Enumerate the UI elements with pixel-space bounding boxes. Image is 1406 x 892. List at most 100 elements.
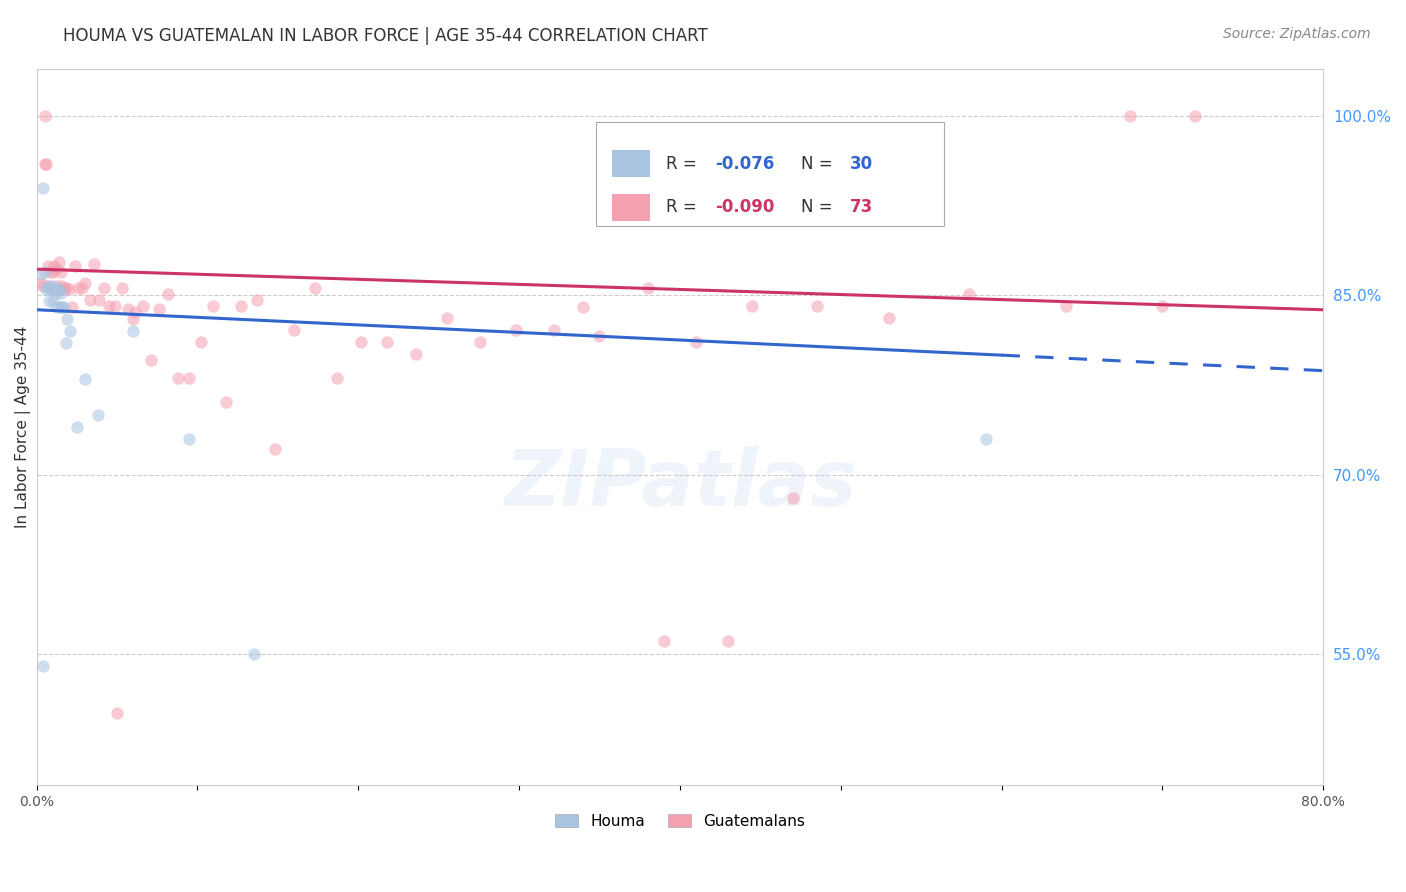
Point bbox=[48, 255, 70, 269]
Point bbox=[283, 323, 305, 337]
Text: R =: R = bbox=[666, 155, 702, 173]
Point bbox=[405, 347, 427, 361]
Point bbox=[304, 281, 326, 295]
Point bbox=[67, 281, 90, 295]
Point bbox=[34, 109, 56, 123]
Point bbox=[41, 278, 63, 293]
Point bbox=[1152, 299, 1174, 313]
Point bbox=[73, 277, 96, 291]
Point bbox=[685, 334, 707, 349]
Point bbox=[63, 259, 86, 273]
Point bbox=[105, 706, 128, 721]
Point bbox=[167, 371, 190, 385]
Point bbox=[38, 294, 60, 309]
Point bbox=[350, 334, 373, 349]
Point bbox=[30, 267, 52, 281]
Point bbox=[79, 293, 101, 308]
Point bbox=[741, 299, 763, 313]
Point bbox=[55, 281, 77, 295]
Point bbox=[30, 277, 52, 291]
Point bbox=[32, 181, 55, 195]
Point bbox=[83, 257, 105, 271]
Point bbox=[806, 299, 828, 313]
Point bbox=[44, 283, 66, 297]
Text: N =: N = bbox=[801, 155, 838, 173]
Bar bbox=[612, 194, 651, 221]
Point bbox=[70, 281, 93, 295]
Point bbox=[122, 312, 145, 326]
Point bbox=[543, 323, 565, 337]
Point bbox=[97, 299, 120, 313]
Point bbox=[41, 283, 63, 297]
Point bbox=[436, 311, 458, 326]
Point bbox=[35, 283, 58, 297]
Point bbox=[46, 301, 69, 315]
Point bbox=[124, 305, 146, 319]
Point bbox=[717, 633, 740, 648]
Point bbox=[39, 264, 62, 278]
Point bbox=[86, 408, 108, 422]
Point bbox=[229, 299, 252, 313]
Point bbox=[44, 259, 66, 273]
Point bbox=[58, 283, 80, 297]
Point bbox=[104, 299, 127, 313]
Point bbox=[782, 491, 804, 506]
Point bbox=[111, 281, 134, 295]
Point bbox=[139, 353, 162, 368]
Point bbox=[957, 287, 980, 301]
Point bbox=[34, 264, 56, 278]
Point bbox=[246, 293, 269, 308]
Y-axis label: In Labor Force | Age 35-44: In Labor Force | Age 35-44 bbox=[15, 326, 31, 528]
Point bbox=[37, 259, 59, 273]
Point bbox=[637, 281, 659, 295]
Point bbox=[1119, 109, 1142, 123]
Point bbox=[56, 312, 79, 326]
Text: ZIPatlas: ZIPatlas bbox=[503, 446, 856, 522]
Point bbox=[39, 283, 62, 297]
Point bbox=[73, 372, 96, 386]
Point bbox=[1054, 299, 1077, 313]
Point bbox=[49, 301, 72, 315]
Point bbox=[1184, 109, 1206, 123]
Point bbox=[877, 311, 900, 326]
Point bbox=[41, 294, 63, 309]
Point bbox=[157, 287, 180, 301]
Point bbox=[46, 278, 69, 293]
Point bbox=[263, 442, 285, 457]
Point bbox=[52, 301, 75, 315]
Text: 30: 30 bbox=[849, 155, 873, 173]
Point bbox=[32, 278, 55, 293]
Point bbox=[179, 371, 201, 385]
Point bbox=[34, 157, 56, 171]
Point bbox=[242, 647, 264, 661]
Point bbox=[470, 334, 492, 349]
Point bbox=[46, 283, 69, 297]
Text: Source: ZipAtlas.com: Source: ZipAtlas.com bbox=[1223, 27, 1371, 41]
Point bbox=[45, 262, 67, 277]
Point bbox=[505, 323, 527, 337]
Point bbox=[326, 371, 349, 385]
Point bbox=[45, 286, 67, 301]
FancyBboxPatch shape bbox=[596, 122, 943, 227]
Point bbox=[49, 264, 72, 278]
Text: R =: R = bbox=[666, 198, 702, 217]
Point bbox=[49, 286, 72, 301]
Point bbox=[215, 394, 238, 409]
Text: -0.090: -0.090 bbox=[714, 198, 775, 217]
Point bbox=[38, 283, 60, 297]
Point bbox=[652, 633, 675, 648]
Point bbox=[49, 283, 72, 297]
Point bbox=[41, 264, 63, 278]
Point bbox=[974, 432, 997, 446]
Point bbox=[148, 301, 170, 316]
Point bbox=[190, 334, 212, 349]
Point bbox=[66, 419, 89, 434]
Text: HOUMA VS GUATEMALAN IN LABOR FORCE | AGE 35-44 CORRELATION CHART: HOUMA VS GUATEMALAN IN LABOR FORCE | AGE… bbox=[63, 27, 709, 45]
Point bbox=[51, 301, 73, 315]
Point bbox=[37, 278, 59, 293]
Point bbox=[375, 334, 398, 349]
Point bbox=[48, 283, 70, 297]
Point bbox=[52, 283, 75, 297]
Point bbox=[60, 301, 83, 315]
Point bbox=[35, 157, 58, 171]
